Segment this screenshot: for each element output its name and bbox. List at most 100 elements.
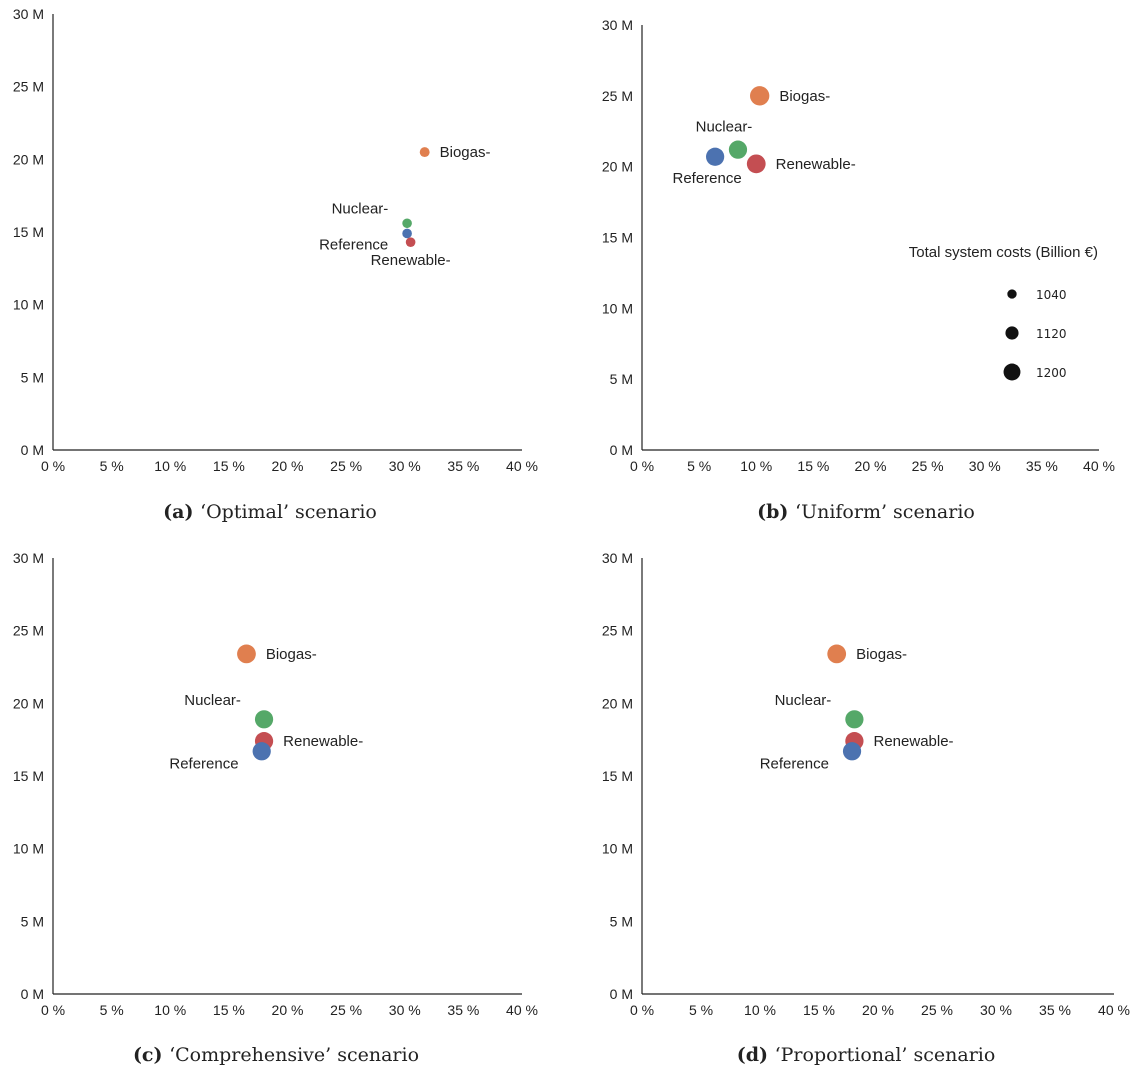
y-tick-label: 10 M bbox=[13, 297, 44, 313]
legend-marker bbox=[1007, 289, 1017, 299]
y-tick-label: 0 M bbox=[21, 442, 44, 458]
legend-label: 1200 bbox=[1036, 366, 1067, 380]
x-tick-label: 5 % bbox=[100, 458, 124, 474]
chart-panel-0: 0 % 5 % 10 % 15 % 20 % 25 % 30 % 35 % 40 % 0 M 5 M… bbox=[13, 6, 538, 523]
caption-text: ‘Proportional’ scenario bbox=[775, 1044, 996, 1066]
x-tick-label: 40 % bbox=[1083, 458, 1115, 474]
y-tick-label: 15 M bbox=[602, 230, 633, 246]
y-tick-label: 5 M bbox=[610, 913, 633, 929]
y-tick-label: 25 M bbox=[602, 88, 633, 104]
point-label: Reference bbox=[673, 170, 742, 187]
x-tick-label: 35 % bbox=[447, 458, 479, 474]
caption-text: ‘Uniform’ scenario bbox=[795, 501, 975, 523]
data-point bbox=[419, 147, 430, 158]
point-label: Biogas- bbox=[779, 88, 830, 105]
point-label: Reference bbox=[760, 755, 829, 772]
x-tick-label: 25 % bbox=[921, 1002, 953, 1018]
point-label: Reference bbox=[169, 755, 238, 772]
data-point bbox=[750, 86, 770, 106]
x-tick-label: 15 % bbox=[213, 458, 245, 474]
data-point bbox=[728, 140, 748, 159]
y-tick-label: 5 M bbox=[610, 371, 633, 387]
point-label: Reference bbox=[319, 236, 388, 253]
x-tick-label: 35 % bbox=[1039, 1002, 1071, 1018]
x-tick-label: 40 % bbox=[1098, 1002, 1130, 1018]
y-tick-label: 5 M bbox=[21, 369, 44, 385]
y-tick-label: 0 M bbox=[610, 986, 633, 1002]
x-tick-label: 25 % bbox=[330, 1002, 362, 1018]
point-label: Biogas- bbox=[266, 646, 317, 663]
point-label: Nuclear- bbox=[184, 692, 241, 709]
legend-marker bbox=[1005, 326, 1019, 340]
point-label: Biogas- bbox=[856, 646, 907, 663]
panel-caption: (d) ‘Proportional’ scenario bbox=[737, 1044, 996, 1066]
x-tick-label: 15 % bbox=[803, 1002, 835, 1018]
caption-letter: (b) bbox=[757, 501, 795, 523]
x-tick-label: 0 % bbox=[41, 458, 65, 474]
y-tick-label: 0 M bbox=[610, 442, 633, 458]
caption-text: ‘Comprehensive’ scenario bbox=[169, 1044, 419, 1066]
x-tick-label: 0 % bbox=[630, 458, 654, 474]
y-tick-label: 25 M bbox=[13, 623, 44, 639]
y-tick-label: 15 M bbox=[13, 768, 44, 784]
y-tick-label: 30 M bbox=[602, 550, 633, 566]
x-tick-label: 10 % bbox=[154, 1002, 186, 1018]
x-tick-label: 25 % bbox=[330, 458, 362, 474]
point-label: Renewable- bbox=[371, 252, 451, 269]
x-tick-label: 35 % bbox=[447, 1002, 479, 1018]
caption-letter: (c) bbox=[133, 1044, 169, 1066]
data-point bbox=[746, 154, 766, 174]
data-point bbox=[254, 710, 274, 729]
y-tick-label: 5 M bbox=[21, 913, 44, 929]
panel-caption: (a) ‘Optimal’ scenario bbox=[163, 501, 377, 523]
x-tick-label: 35 % bbox=[1026, 458, 1058, 474]
y-tick-label: 10 M bbox=[602, 841, 633, 857]
legend-label: 1040 bbox=[1036, 288, 1067, 302]
y-tick-label: 30 M bbox=[602, 17, 633, 33]
legend-title: Total system costs (Billion €) bbox=[909, 244, 1098, 261]
data-point bbox=[252, 742, 271, 761]
point-label: Nuclear- bbox=[775, 692, 832, 709]
data-point bbox=[237, 644, 256, 664]
y-tick-label: 15 M bbox=[13, 224, 44, 240]
chart-panel-2: 0 % 5 % 10 % 15 % 20 % 25 % 30 % 35 % 40 % 0 M 5 M… bbox=[13, 550, 538, 1066]
y-tick-label: 10 M bbox=[13, 841, 44, 857]
x-tick-label: 20 % bbox=[272, 458, 304, 474]
caption-letter: (d) bbox=[737, 1044, 775, 1066]
x-tick-label: 20 % bbox=[862, 1002, 894, 1018]
x-tick-label: 30 % bbox=[980, 1002, 1012, 1018]
point-label: Nuclear- bbox=[696, 119, 753, 136]
y-tick-label: 30 M bbox=[13, 6, 44, 22]
x-tick-label: 15 % bbox=[213, 1002, 245, 1018]
point-label: Nuclear- bbox=[332, 200, 389, 217]
y-tick-label: 25 M bbox=[602, 623, 633, 639]
data-point bbox=[845, 710, 864, 729]
y-tick-label: 20 M bbox=[602, 159, 633, 175]
point-label: Renewable- bbox=[776, 156, 856, 173]
x-tick-label: 5 % bbox=[100, 1002, 124, 1018]
x-tick-label: 30 % bbox=[389, 1002, 421, 1018]
data-point bbox=[402, 228, 412, 239]
y-tick-label: 25 M bbox=[13, 79, 44, 95]
point-label: Biogas- bbox=[440, 144, 491, 161]
caption-letter: (a) bbox=[163, 501, 200, 523]
chart-panel-3: 0 % 5 % 10 % 15 % 20 % 25 % 30 % 35 % 40 % 0 M 5 M… bbox=[602, 550, 1130, 1066]
panel-caption: (c) ‘Comprehensive’ scenario bbox=[133, 1044, 419, 1066]
legend-marker bbox=[1003, 363, 1021, 381]
x-tick-label: 10 % bbox=[154, 458, 186, 474]
x-tick-label: 30 % bbox=[389, 458, 421, 474]
chart-panel-1: 0 % 5 % 10 % 15 % 20 % 25 % 30 % 35 % 40 % 0 M 5 M… bbox=[602, 17, 1115, 523]
data-point bbox=[405, 237, 416, 247]
x-tick-label: 40 % bbox=[506, 458, 538, 474]
x-tick-label: 15 % bbox=[797, 458, 829, 474]
x-tick-label: 10 % bbox=[744, 1002, 776, 1018]
panel-caption: (b) ‘Uniform’ scenario bbox=[757, 501, 975, 523]
data-point bbox=[402, 218, 412, 229]
x-tick-label: 0 % bbox=[41, 1002, 65, 1018]
x-tick-label: 20 % bbox=[272, 1002, 304, 1018]
y-tick-label: 20 M bbox=[13, 695, 44, 711]
y-tick-label: 15 M bbox=[602, 768, 633, 784]
y-tick-label: 0 M bbox=[21, 986, 44, 1002]
x-tick-label: 10 % bbox=[740, 458, 772, 474]
